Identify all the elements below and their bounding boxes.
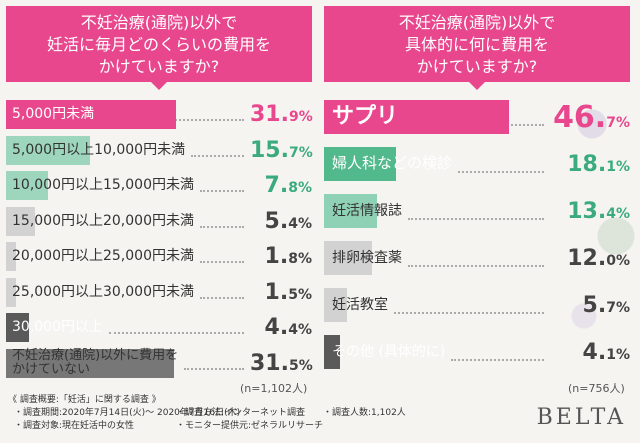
leader-dots xyxy=(184,367,244,370)
value-label: 5.7% xyxy=(582,292,630,318)
leader-dots xyxy=(451,359,544,361)
bar-row: 妊活情報誌 13.4% xyxy=(324,194,630,228)
right-chart-title: 不妊治療(通院)以外で 具体的に何に費用を かけていますか? xyxy=(324,6,630,90)
bar-row: 婦人科などの検診 18.1% xyxy=(324,147,630,181)
bar xyxy=(6,171,48,200)
survey-details: ・調査期間:2020年7月14日(火)〜 2020年7月16日(木) ・調査方法:… xyxy=(8,407,508,433)
category-label: 不妊治療(通院)以外に費用を かけていない xyxy=(12,348,179,377)
bar-row: 15,000円以上20,000円未満 5.4% xyxy=(6,206,312,236)
left-chart-panel: 不妊治療(通院)以外で妊活に毎月どのくらいの費用を かけていますか? 5,000円… xyxy=(6,6,313,384)
bar xyxy=(6,348,174,378)
category-label: サプリ xyxy=(332,104,399,130)
value-label: 15.7% xyxy=(250,137,313,163)
bar xyxy=(324,147,396,181)
bar-row: 10,000円以上15,000円未満 7.8% xyxy=(6,171,312,200)
bar-row: 5,000円以上10,000円未満 15.7% xyxy=(6,135,313,165)
category-label: 10,000円以上15,000円未満 xyxy=(12,177,194,194)
value-label: 31.5% xyxy=(250,350,313,376)
category-label: 30,000円以上 xyxy=(12,319,103,336)
survey-detail-item: ・調査対象:現在妊活中の女性 xyxy=(14,421,135,431)
category-label: 婦人科などの検診 xyxy=(332,154,453,173)
category-label: 20,000円以上25,000円未満 xyxy=(12,248,194,265)
category-label: 排卵検査薬 xyxy=(332,249,402,266)
bar-row: 妊活教室 5.7% xyxy=(324,288,630,322)
bar-row: 排卵検査薬 12.0% xyxy=(324,241,630,275)
right-chart-panel: 不妊治療(通院)以外で 具体的に何に費用を かけていますか? サプリ 46.7% 婦人科… xyxy=(324,6,630,382)
bar-row: その他 (具体的に) 4.1% xyxy=(324,335,630,369)
category-label: 5,000円以上10,000円未満 xyxy=(12,141,186,158)
value-label: 18.1% xyxy=(567,151,630,177)
background-floral-decoration xyxy=(560,60,640,380)
category-label: 25,000円以上30,000円未満 xyxy=(12,283,194,300)
leader-dots xyxy=(408,265,544,267)
chart-title-line: 具体的に何に費用を xyxy=(404,35,549,54)
category-label: その他 (具体的に) xyxy=(332,343,446,360)
bar-row: 不妊治療(通院)以外に費用を かけていない 31.5% xyxy=(6,348,313,378)
bar xyxy=(6,100,176,129)
chart-title-line: 不妊治療(通院)以外で xyxy=(398,13,556,32)
leader-dots xyxy=(394,312,544,314)
bar xyxy=(6,206,35,236)
value-label: 5.4% xyxy=(264,208,312,234)
chart-title-line: 妊活に毎月どのくらいの費用を xyxy=(46,35,271,54)
bar xyxy=(6,242,16,271)
left-sample-size: (n=1,102人) xyxy=(240,382,308,395)
leader-dots xyxy=(199,190,244,192)
value-label: 4.4% xyxy=(264,315,312,340)
survey-title: 《 調査概要:「妊活」に関する調査 》 xyxy=(8,395,161,405)
value-label: 46.7% xyxy=(553,99,630,135)
left-chart-title: 不妊治療(通院)以外で妊活に毎月どのくらいの費用を かけていますか? xyxy=(6,6,312,90)
category-label: 妊活教室 xyxy=(332,296,388,313)
bar xyxy=(324,288,347,322)
survey-footer: 《 調査概要:「妊活」に関する調査 》 ・調査期間:2020年7月14日(火)〜… xyxy=(8,394,508,433)
chart-title-line: かけていますか? xyxy=(416,57,538,76)
bar xyxy=(324,335,341,369)
category-label: 5,000円未満 xyxy=(12,106,95,123)
chart-title-line: かけていますか? xyxy=(98,57,220,76)
leader-dots xyxy=(199,261,244,263)
leader-dots xyxy=(199,296,244,299)
value-label: 13.4% xyxy=(567,198,630,224)
right-chart-bars: サプリ 46.7% 婦人科などの検診 18.1% 妊活情報誌 13.4% 排卵検査薬 12.0… xyxy=(324,100,630,369)
value-label: 12.0% xyxy=(567,245,630,271)
value-label: 1.5% xyxy=(264,279,312,305)
bar-row: 30,000円以上 4.4% xyxy=(6,313,312,342)
value-label: 1.8% xyxy=(264,244,312,269)
right-sample-size: (n=756人) xyxy=(568,382,625,395)
bar-row: 25,000円以上30,000円未満 1.5% xyxy=(6,277,312,307)
left-chart-bars: 5,000円未満 31.9% 5,000円以上10,000円未満 15.7% 10,00… xyxy=(6,100,313,378)
chart-title-line: 不妊治療(通院)以外で xyxy=(80,13,238,32)
value-label: 7.8% xyxy=(264,173,312,198)
value-label: 31.9% xyxy=(250,102,313,127)
belta-logo: BELTA xyxy=(536,405,626,430)
leader-dots xyxy=(109,332,244,334)
leader-dots xyxy=(458,171,544,173)
bar xyxy=(324,194,378,228)
bar-row: 20,000円以上25,000円未満 1.8% xyxy=(6,242,312,271)
bar xyxy=(324,100,509,134)
leader-dots xyxy=(191,154,244,157)
survey-detail-item: ・調査方法:インターネット調査 xyxy=(176,408,306,418)
bar xyxy=(6,135,90,165)
bar-row: 5,000円未満 31.9% xyxy=(6,100,313,129)
survey-detail-item: ・モニター提供元:ゼネラルリサーチ xyxy=(176,421,324,431)
leader-dots xyxy=(408,218,544,220)
bar xyxy=(6,313,30,342)
category-label: 15,000円以上20,000円未満 xyxy=(12,212,194,229)
bar xyxy=(6,277,16,307)
category-label: 妊活情報誌 xyxy=(332,202,402,219)
bar-row: サプリ 46.7% xyxy=(324,99,630,135)
leader-dots xyxy=(199,225,244,228)
bar xyxy=(324,241,372,275)
value-label: 4.1% xyxy=(582,339,630,365)
survey-detail-item: ・調査期間:2020年7月14日(火)〜 2020年7月16日(木) xyxy=(14,408,241,418)
survey-detail-item: ・調査人数:1,102人 xyxy=(323,408,406,418)
